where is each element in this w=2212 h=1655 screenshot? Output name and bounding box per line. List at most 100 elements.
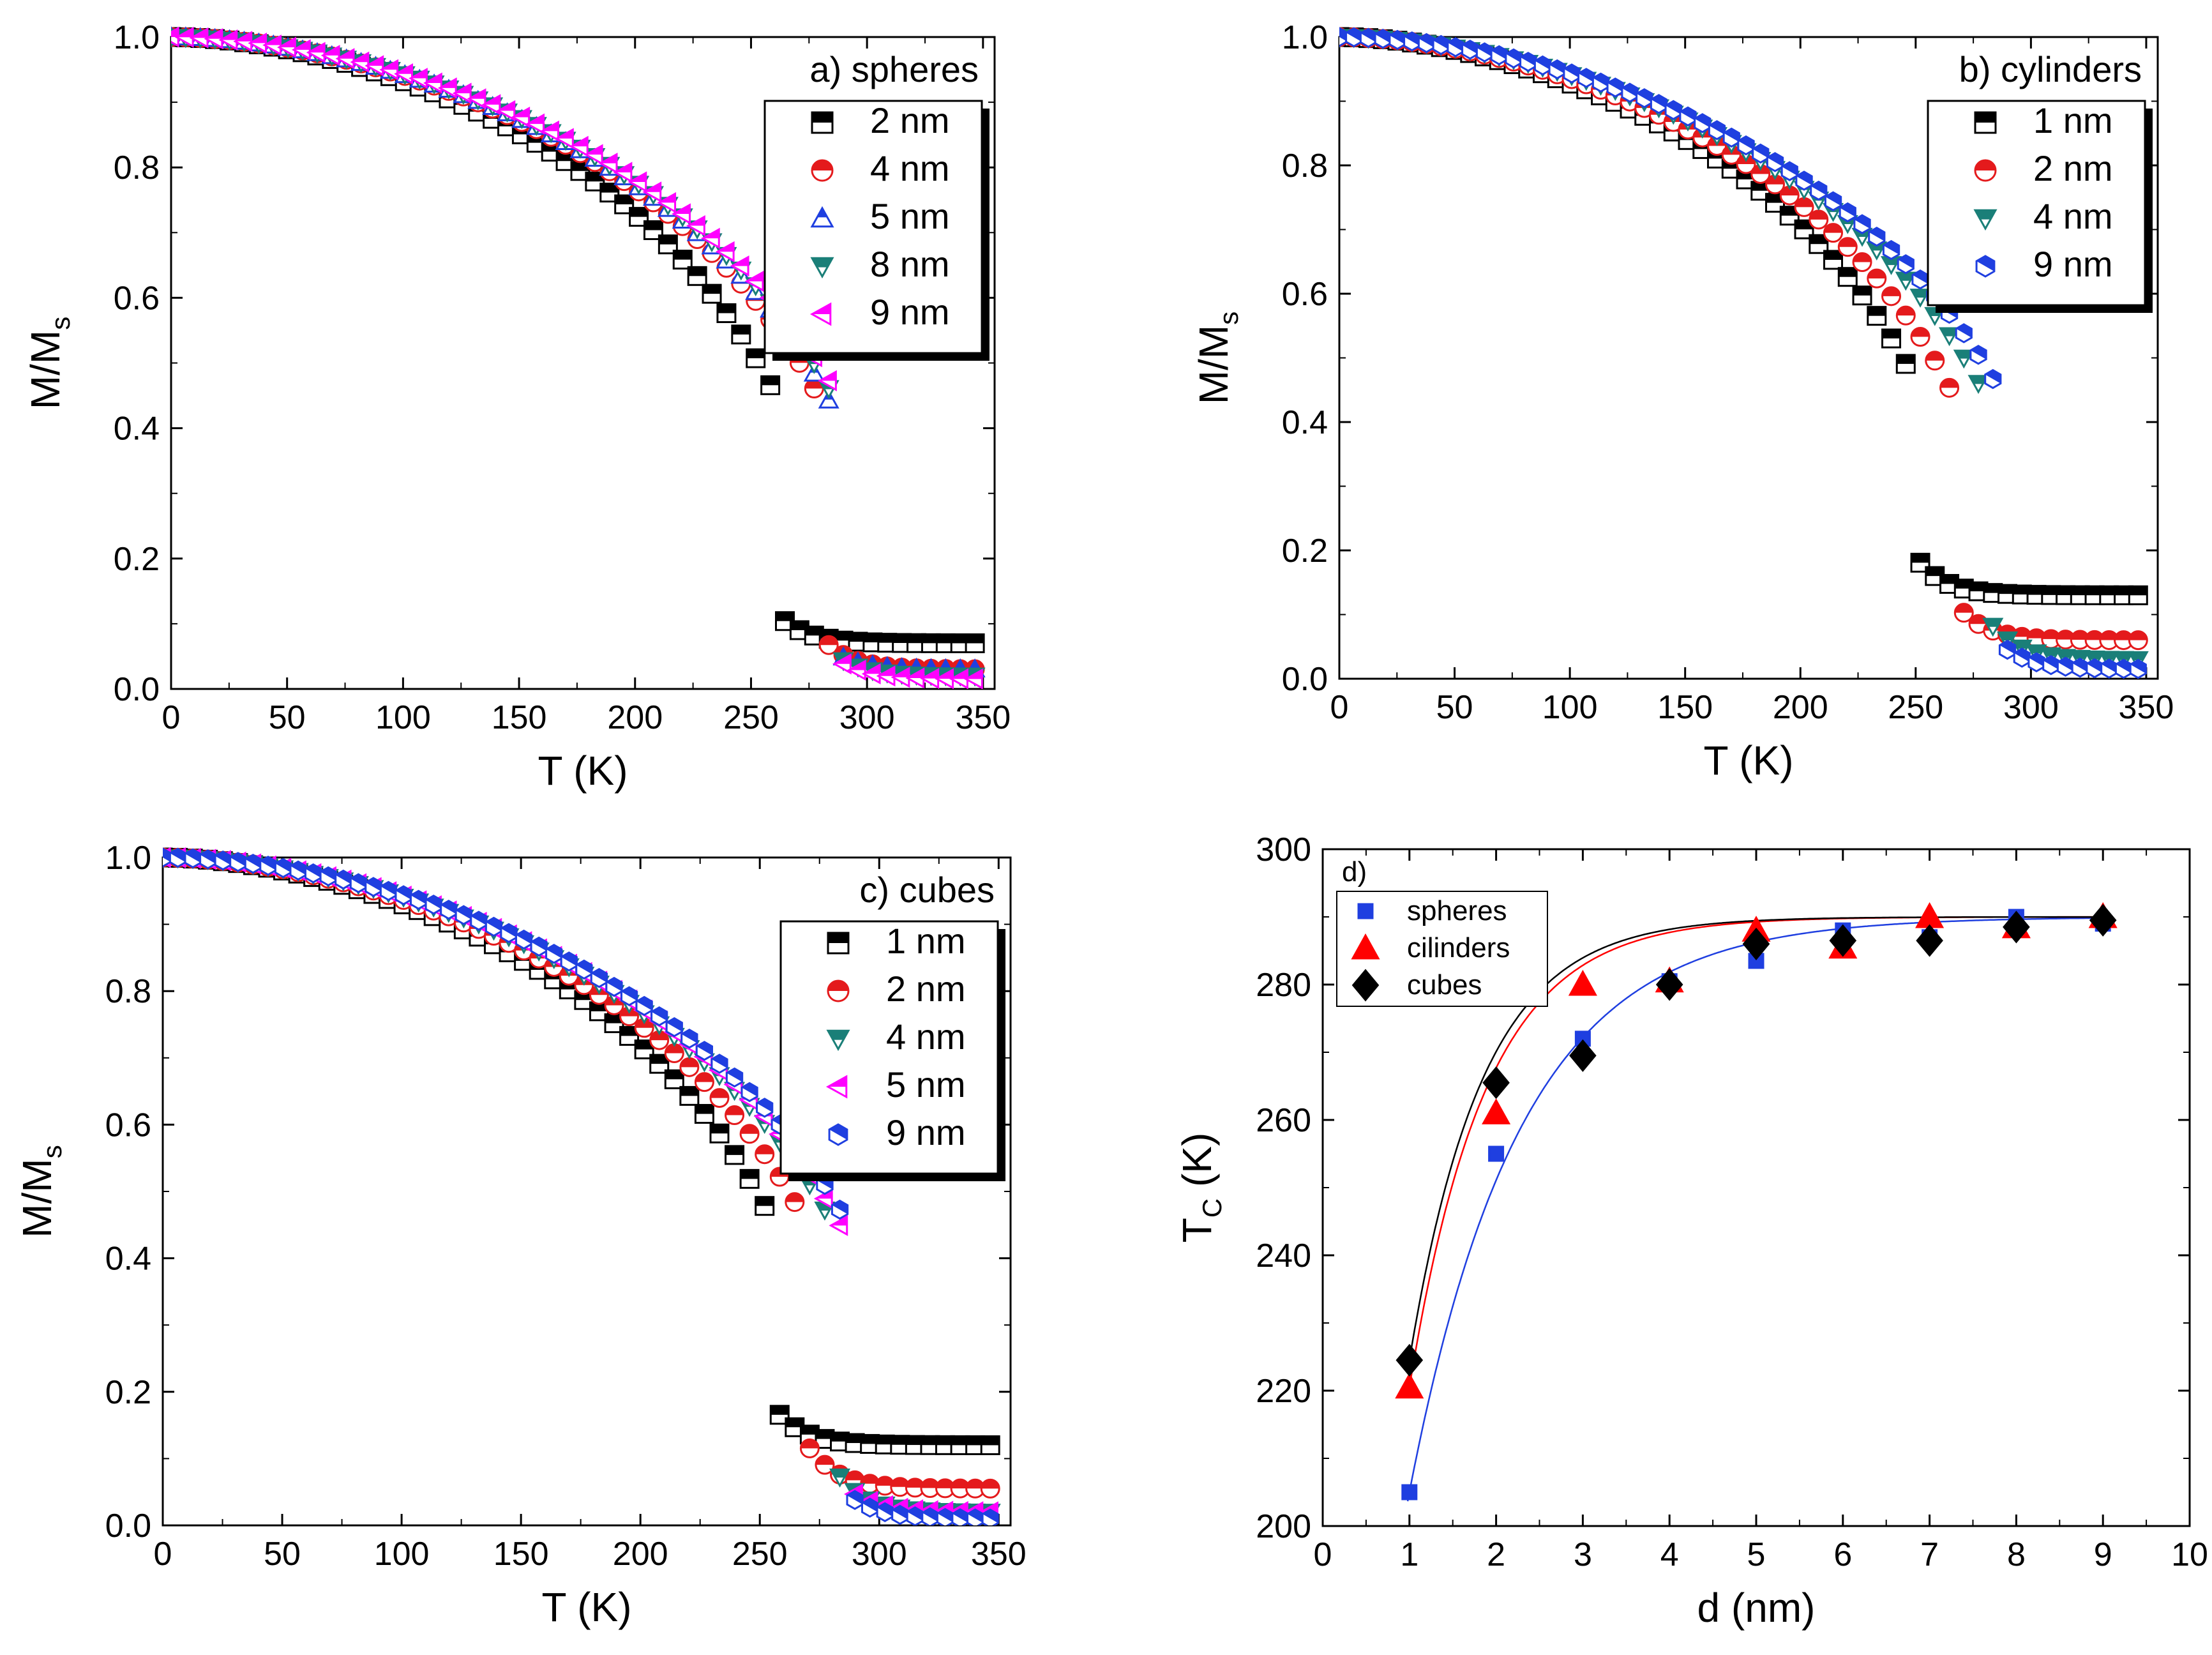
data-point-fill [771, 1405, 789, 1415]
x-tick-label: 0 [154, 1536, 172, 1573]
legend-label: cubes [1407, 969, 1482, 1001]
data-point-fill [1998, 632, 2017, 641]
data-point-fill [440, 900, 456, 914]
x-tick-label: 3 [1574, 1536, 1592, 1573]
data-point-fill [868, 656, 877, 665]
y-tick-label: 280 [1256, 967, 1311, 1004]
data-point-fill [380, 882, 396, 896]
x-tick-label: 250 [1888, 689, 1943, 726]
legend-marker-fill [829, 1124, 847, 1140]
data-point-fill [892, 668, 909, 677]
data-point-fill [1809, 235, 1828, 245]
data-point-fill [1780, 206, 1799, 216]
legend-box [779, 920, 999, 1175]
data-point-fill [966, 670, 982, 679]
data-point-fill [220, 31, 237, 40]
data-point-fill [557, 130, 573, 139]
data-point-fill [1346, 28, 1362, 42]
legend-marker-fill [828, 1077, 846, 1087]
data-point-fill [1940, 575, 1959, 584]
data-point-fill [2100, 651, 2118, 660]
y-tick-label: 0.0 [1282, 661, 1328, 698]
panel-b: 0 50 100 150 200 250 300 350 0.0 0.2 0.4 0.6 0.8 1.0 T… [1191, 19, 2174, 783]
data-point-fill [937, 670, 953, 679]
data-point-fill [732, 257, 749, 266]
data-point-fill [381, 61, 398, 70]
data-point-fill [907, 669, 924, 678]
data-point-fill [486, 918, 502, 932]
data-point-fill [897, 659, 907, 667]
data-point-fill [966, 1436, 984, 1446]
legend-label: 1 nm [886, 921, 966, 961]
data-point-fill [1940, 379, 1959, 388]
data-point-fill [1462, 40, 1478, 54]
data-point-fill [876, 1435, 894, 1445]
data-point-fill [711, 1055, 728, 1068]
data-point-fill [1882, 329, 1900, 339]
data-point-fill [585, 172, 604, 182]
x-tick-label: 100 [1542, 689, 1598, 726]
data-point-fill [1999, 640, 2015, 654]
data-point-fill [951, 634, 970, 644]
y-tick-label: 0.4 [1282, 404, 1328, 441]
data-point-fill [776, 612, 794, 621]
data-point-fill [815, 1456, 834, 1465]
legend-label: 4 nm [886, 1016, 966, 1057]
data-point-fill [1751, 181, 1770, 191]
data-point-fill [1853, 286, 1872, 296]
x-tick-label: 300 [2003, 689, 2059, 726]
data-point-fill [1477, 43, 1493, 57]
data-point-fill [513, 108, 529, 117]
data-point-fill [981, 1436, 1000, 1446]
data-point-fill [2071, 651, 2089, 659]
data-point [2089, 903, 2117, 937]
data-point-fill [2013, 640, 2031, 649]
data-point-fill [673, 204, 690, 214]
data-point-fill [650, 1031, 668, 1041]
legend-marker-fill [828, 1031, 848, 1040]
legend-marker-fill [828, 981, 848, 991]
data-point-fill [590, 1002, 608, 1011]
data-point-fill [305, 864, 321, 878]
data-point-fill [1882, 257, 1900, 266]
data-point-fill [235, 32, 252, 42]
data-point [1482, 1066, 1510, 1100]
data-point-fill [967, 1509, 983, 1523]
data-point-fill [861, 1492, 877, 1502]
data-point-fill [1666, 101, 1682, 115]
data-point-fill [846, 1471, 864, 1481]
data-point-fill [922, 634, 940, 644]
data-point-fill [892, 1506, 908, 1520]
data-point-fill [396, 886, 412, 900]
data-point [1396, 1343, 1424, 1377]
y-tick-label: 260 [1256, 1102, 1311, 1139]
y-axis-label-tail: (K) [1174, 1133, 1220, 1198]
data-point-fill [621, 987, 637, 1001]
y-tick-label: 1.0 [1282, 19, 1328, 56]
y-tick-label: 0.8 [105, 973, 151, 1010]
x-tick-label: 250 [732, 1536, 788, 1573]
data-point-fill [695, 1073, 714, 1082]
data-point-fill [1969, 582, 1988, 592]
data-point-fill [1839, 238, 1857, 247]
data-point-fill [470, 912, 486, 926]
data-point-fill [1969, 375, 1988, 384]
data-point-fill [571, 137, 588, 147]
data-point-fill [644, 221, 663, 230]
y-axis-label-main: T [1174, 1218, 1220, 1243]
data-point-fill [365, 878, 382, 892]
data-point-fill [912, 660, 921, 668]
data-point-fill [1824, 250, 1842, 260]
data-point-fill [680, 1058, 698, 1068]
y-tick-label: 1.0 [114, 19, 160, 56]
data-point-fill [906, 1500, 922, 1510]
data-point-fill [644, 183, 661, 192]
data-point-fill [571, 162, 590, 171]
y-tick-label: 0.0 [105, 1508, 151, 1545]
legend-box [764, 100, 983, 354]
data-point-fill [741, 1170, 759, 1179]
x-tick-label: 250 [723, 699, 779, 736]
data-point-fill [966, 1502, 982, 1512]
y-axis-label-sub: C [1197, 1198, 1227, 1218]
